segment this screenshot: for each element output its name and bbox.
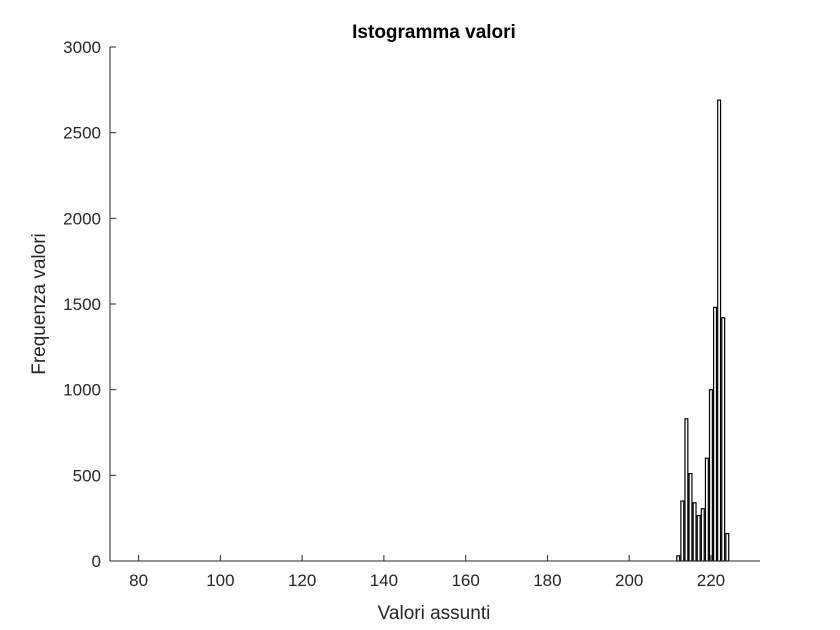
x-tick-label: 180 [533, 571, 561, 590]
histogram-bar [700, 508, 705, 562]
histogram-bar [676, 555, 681, 562]
x-tick-label: 220 [697, 571, 725, 590]
y-tick-label: 1000 [63, 381, 101, 400]
histogram-bar [708, 389, 713, 562]
bars-group [676, 99, 730, 562]
y-tick-label: 2500 [63, 124, 101, 143]
x-axis-label: Valori assunti [378, 603, 491, 624]
histogram-bar [717, 99, 722, 562]
histogram-bar [704, 457, 709, 562]
x-ticks-group: 80 100 120 140 160 180 200 220 [129, 555, 725, 590]
histogram-bar [684, 418, 689, 562]
histogram-bar [692, 502, 697, 562]
x-tick-label: 140 [370, 571, 398, 590]
histogram-bar [713, 306, 718, 562]
x-tick-label: 120 [288, 571, 316, 590]
y-tick-label: 1500 [63, 295, 101, 314]
y-ticks-group: 0 500 1000 1500 2000 2500 3000 [63, 38, 116, 571]
y-tick-label: 2000 [63, 209, 101, 228]
x-tick-label: 100 [206, 571, 234, 590]
histogram-bar [721, 317, 726, 562]
chart-title: Istogramma valori [352, 22, 516, 43]
histogram-bar [680, 500, 685, 562]
histogram-bar [696, 514, 701, 562]
histogram-bar [725, 532, 730, 562]
y-tick-label: 0 [92, 552, 101, 571]
axes-group [109, 47, 760, 562]
x-tick-label: 160 [451, 571, 479, 590]
y-tick-label: 3000 [63, 38, 101, 57]
x-tick-label: 80 [129, 571, 148, 590]
histogram-bar [688, 473, 693, 562]
y-axis-label: Frequenza valori [29, 233, 50, 375]
y-tick-label: 500 [73, 466, 101, 485]
x-tick-label: 200 [615, 571, 643, 590]
